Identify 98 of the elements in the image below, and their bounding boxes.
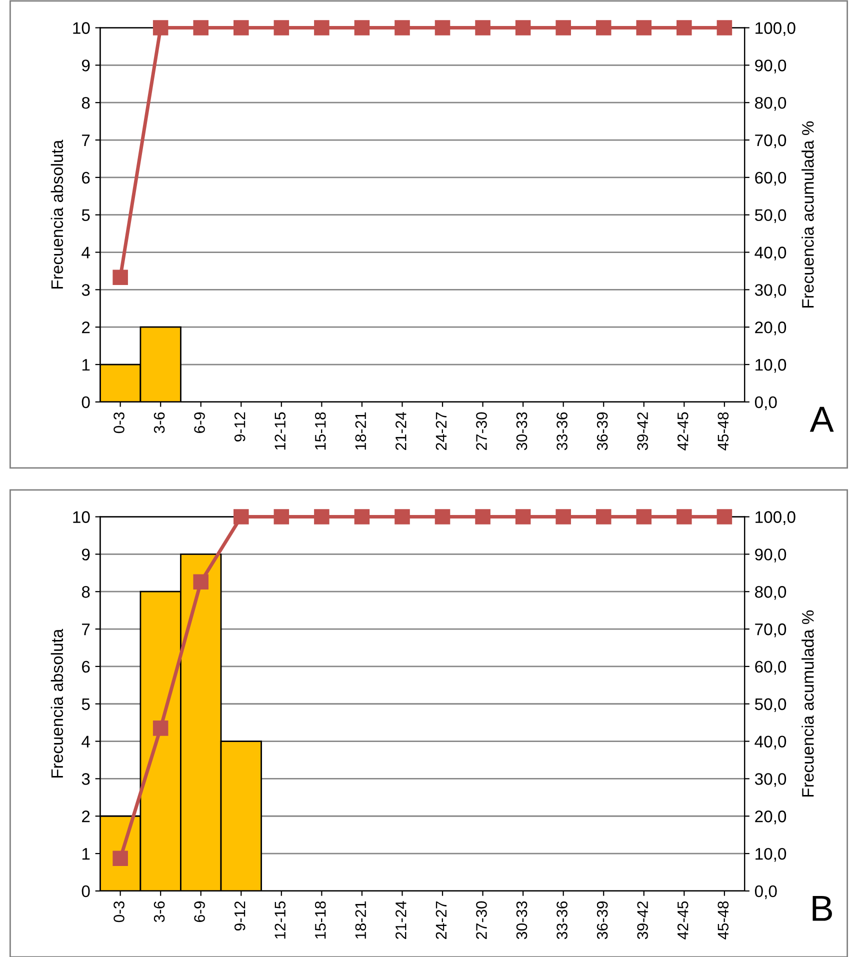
x-tick-label: 12-15 — [274, 412, 286, 450]
x-tick-label: 39-42 — [637, 901, 648, 940]
point — [434, 509, 450, 524]
y2-tick-label: 40,0 — [754, 246, 786, 260]
point — [193, 574, 209, 590]
x-tick-label: 36-39 — [596, 412, 608, 450]
x-tick-label: 45-48 — [718, 412, 729, 450]
y-tick-label: 0 — [82, 396, 90, 408]
y-tick-label: 2 — [82, 810, 90, 822]
y2-tick-label: 10,0 — [756, 358, 786, 373]
x-tick-label: 6-9 — [194, 412, 205, 433]
y2-tick-label: 100,0 — [756, 22, 796, 36]
y-tick-label: 6 — [82, 172, 90, 184]
x-tick-label: 15-18 — [314, 901, 326, 939]
y2-tick-label: 80,0 — [755, 586, 786, 600]
x-tick-label: 27-30 — [476, 412, 487, 450]
x-tick-label: 3-6 — [154, 901, 165, 922]
x-tick-label: 12-15 — [274, 901, 286, 939]
y2-tick-label: 70,0 — [755, 134, 786, 148]
y-tick-label: 9 — [82, 548, 90, 560]
text: B — [812, 896, 832, 921]
x-tick-label: 45-48 — [718, 901, 729, 940]
x-tick-label: 30-33 — [516, 901, 528, 940]
y2-tick-label: 90,0 — [755, 548, 786, 562]
y-tick-label: 6 — [82, 660, 90, 673]
point — [515, 509, 531, 524]
y2-tick-label: 100,0 — [756, 511, 796, 525]
x-tick-label: 21-24 — [396, 901, 406, 939]
y2-tick-label: 40,0 — [754, 736, 786, 750]
y2-tick-label: 90,0 — [755, 60, 786, 74]
y2-tick-label: 0,0 — [754, 396, 777, 410]
x-tick-label: 30-33 — [516, 412, 528, 450]
x-tick-label: 15-18 — [314, 412, 326, 450]
point — [716, 509, 732, 524]
y2-tick-label: 60,0 — [755, 660, 786, 675]
point — [636, 509, 652, 524]
x-tick-label: 21-24 — [396, 412, 406, 450]
y-tick-label: 3 — [82, 773, 90, 785]
y-tick-label: 7 — [82, 134, 90, 146]
y2-tick-label: 20,0 — [755, 322, 786, 336]
x-tick-label: 39-42 — [637, 412, 648, 450]
point — [676, 509, 692, 524]
x-tick-label: 42-45 — [677, 412, 688, 450]
x-tick-label: 27-30 — [476, 901, 487, 939]
y-tick-label: 1 — [82, 359, 90, 371]
y2-tick-label: 50,0 — [754, 698, 786, 712]
y-tick-label: 7 — [82, 624, 90, 636]
y-tick-label: 8 — [82, 96, 90, 109]
text: A — [810, 406, 834, 432]
y-tick-label: 4 — [82, 246, 90, 258]
y-tick-label: 9 — [82, 60, 90, 72]
y-tick-label: 0 — [82, 885, 90, 898]
y2-tick-label: 30,0 — [754, 773, 786, 787]
y2-tick-label: 0,0 — [754, 885, 777, 900]
x-tick-label: 24-27 — [436, 412, 446, 450]
x-tick-label: 24-27 — [436, 901, 446, 939]
x-tick-label: 9-12 — [234, 901, 246, 931]
y2-axis-title: Frecuencia acumulada % — [802, 610, 814, 797]
y-tick-label: 10 — [73, 22, 90, 34]
y-tick-label: 10 — [73, 511, 90, 523]
x-tick-label: 33-36 — [556, 901, 568, 940]
y-tick-label: 4 — [82, 736, 90, 748]
y-tick-label: 8 — [82, 586, 90, 598]
point — [152, 720, 168, 736]
y-axis-title: Frecuencia absoluta — [50, 140, 64, 289]
y-tick-label: 5 — [82, 209, 90, 222]
y2-tick-label: 70,0 — [755, 623, 786, 638]
x-tick-label: 18-21 — [355, 412, 366, 450]
x-tick-label: 6-9 — [194, 901, 205, 922]
y-tick-label: 5 — [82, 698, 90, 710]
y2-tick-label: 60,0 — [755, 172, 786, 186]
point — [475, 509, 490, 524]
x-tick-label: 36-39 — [596, 901, 608, 940]
y-tick-label: 1 — [82, 848, 90, 860]
x-tick-label: 18-21 — [355, 901, 366, 939]
y-axis-title: Frecuencia absoluta — [50, 628, 64, 778]
y2-tick-label: 30,0 — [754, 284, 786, 298]
y2-tick-label: 80,0 — [755, 96, 786, 111]
y2-tick-label: 50,0 — [754, 209, 786, 224]
y2-tick-label: 20,0 — [755, 810, 786, 824]
x-tick-label: 3-6 — [154, 412, 165, 434]
point — [314, 509, 330, 524]
x-tick-label: 0-3 — [114, 412, 124, 434]
point — [394, 509, 410, 524]
point — [274, 509, 290, 524]
point — [234, 509, 249, 524]
x-tick-label: 42-45 — [677, 901, 688, 940]
y2-axis-title: Frecuencia acumulada % — [802, 121, 814, 308]
point — [596, 509, 612, 524]
point — [112, 850, 128, 866]
x-tick-label: 0-3 — [114, 901, 124, 922]
point — [354, 509, 370, 524]
point — [556, 509, 571, 524]
x-tick-label: 9-12 — [234, 412, 246, 442]
y-tick-label: 3 — [82, 284, 90, 296]
y2-tick-label: 10,0 — [756, 848, 786, 862]
x-tick-label: 33-36 — [556, 412, 568, 450]
y-tick-label: 2 — [82, 322, 90, 334]
